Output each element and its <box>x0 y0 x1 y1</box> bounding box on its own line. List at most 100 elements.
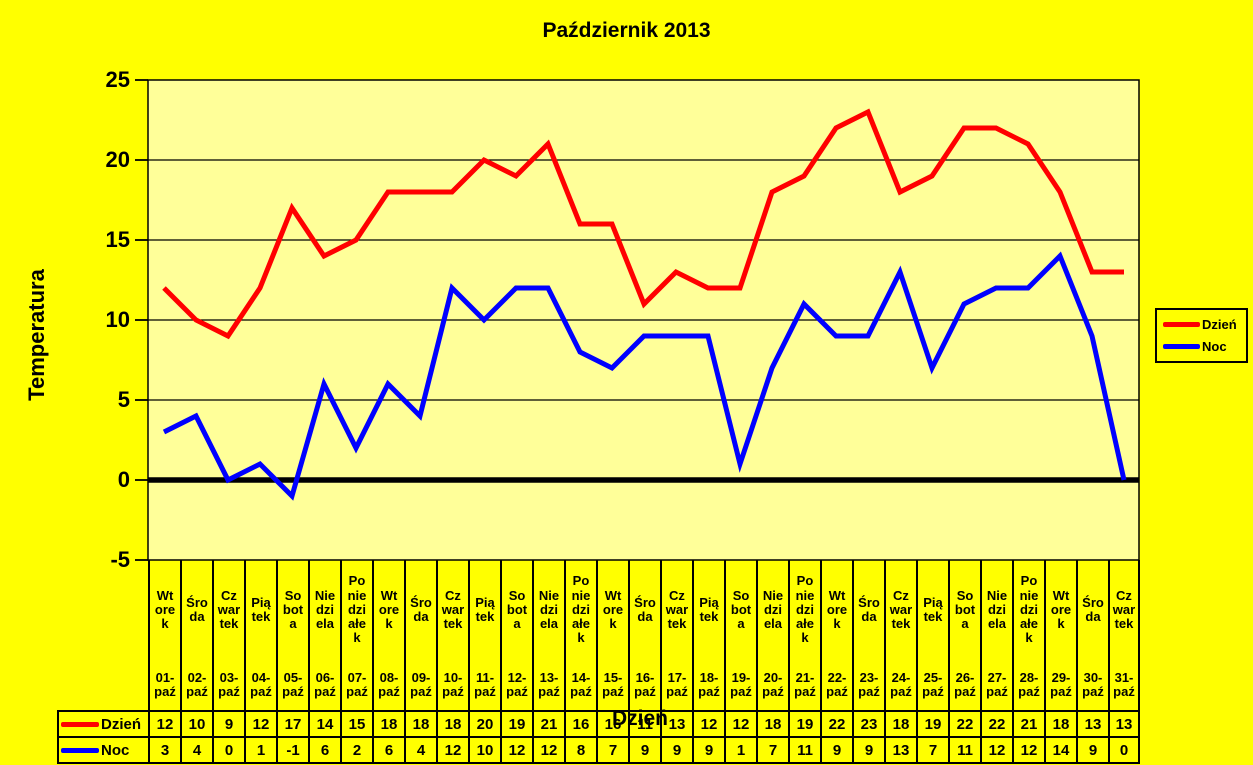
date-cell: 09- paź <box>404 660 436 710</box>
date-header-row: 01- paź 02- paź 03- paź 04- paź 05- paź 06- p… <box>148 660 1140 710</box>
value-cell: 23 <box>852 710 884 736</box>
value-cell: 19 <box>916 710 948 736</box>
value-cell: 12 <box>532 736 564 762</box>
legend: Dzień Noc <box>1155 308 1248 363</box>
weekday-cell: Pią tek <box>692 560 724 660</box>
value-cell: 9 <box>852 736 884 762</box>
value-cell: 10 <box>180 710 212 736</box>
value-cell: 16 <box>564 710 596 736</box>
value-cell: 11 <box>948 736 980 762</box>
value-cell: 11 <box>628 710 660 736</box>
weekday-cell: So bot a <box>724 560 756 660</box>
date-cell: 17- paź <box>660 660 692 710</box>
chart-title: Październik 2013 <box>542 19 711 42</box>
date-cell: 11- paź <box>468 660 500 710</box>
value-cell: 18 <box>404 710 436 736</box>
value-cell: 20 <box>468 710 500 736</box>
date-cell: 25- paź <box>916 660 948 710</box>
date-cell: 04- paź <box>244 660 276 710</box>
weekday-cell: Cz war tek <box>1108 560 1140 660</box>
value-cell: 12 <box>500 736 532 762</box>
date-cell: 29- paź <box>1044 660 1076 710</box>
date-cell: 23- paź <box>852 660 884 710</box>
date-cell: 15- paź <box>596 660 628 710</box>
date-cell: 02- paź <box>180 660 212 710</box>
date-cell: 26- paź <box>948 660 980 710</box>
weekday-cell: So bot a <box>948 560 980 660</box>
legend-label-noc: Noc <box>1202 339 1227 355</box>
value-cell: 7 <box>916 736 948 762</box>
value-cell: 17 <box>276 710 308 736</box>
legend-item-noc: Noc <box>1163 339 1246 354</box>
value-cell: 13 <box>884 736 916 762</box>
value-cell: 9 <box>628 736 660 762</box>
weekday-cell: Pią tek <box>916 560 948 660</box>
value-cell: 18 <box>436 710 468 736</box>
night-series-key-line <box>61 747 99 753</box>
value-cell: 21 <box>532 710 564 736</box>
day-series-key-line <box>61 721 99 727</box>
y-axis-tick-label: -5 <box>110 547 130 572</box>
day-series-line <box>162 108 1124 340</box>
weekday-cell: Po nie dzi ałe k <box>788 560 820 660</box>
weekday-cell: Po nie dzi ałe k <box>1012 560 1044 660</box>
weekday-cell: Śro da <box>404 560 436 660</box>
weekday-cell: Śro da <box>852 560 884 660</box>
y-axis-title: Temperatura <box>24 269 49 401</box>
date-cell: 21- paź <box>788 660 820 710</box>
value-cell: 7 <box>596 736 628 762</box>
value-cell: 18 <box>372 710 404 736</box>
weekday-cell: Wt ore k <box>148 560 180 660</box>
value-cell: 9 <box>820 736 852 762</box>
value-cell: 9 <box>660 736 692 762</box>
weekday-cell: Nie dzi ela <box>308 560 340 660</box>
y-axis-tick-label: 0 <box>117 467 130 492</box>
value-cell: 19 <box>788 710 820 736</box>
weekday-cell: Cz war tek <box>436 560 468 660</box>
value-cell: 12 <box>1012 736 1044 762</box>
weekday-cell: Nie dzi ela <box>756 560 788 660</box>
y-axis-tick-label: 15 <box>105 227 130 252</box>
weekday-cell: Śro da <box>1076 560 1108 660</box>
row-label-cell: Dzień <box>57 710 148 736</box>
value-cell: 12 <box>244 710 276 736</box>
value-cell: 18 <box>1044 710 1076 736</box>
value-cell: 1 <box>724 736 756 762</box>
value-cell: 14 <box>308 710 340 736</box>
weekday-cell: Wt ore k <box>1044 560 1076 660</box>
value-cell: 9 <box>1076 736 1108 762</box>
value-cell: 12 <box>980 736 1012 762</box>
date-cell: 18- paź <box>692 660 724 710</box>
value-cell: 12 <box>724 710 756 736</box>
date-cell: 14- paź <box>564 660 596 710</box>
value-cell: 6 <box>308 736 340 762</box>
day-series-line-sample <box>1163 321 1200 327</box>
date-cell: 31- paź <box>1108 660 1140 710</box>
weekday-cell: Wt ore k <box>372 560 404 660</box>
date-cell: 20- paź <box>756 660 788 710</box>
value-cell: 19 <box>500 710 532 736</box>
value-cell: 6 <box>372 736 404 762</box>
row-label-cell: Noc <box>57 736 148 762</box>
weekday-cell: Śro da <box>628 560 660 660</box>
value-cell: 10 <box>468 736 500 762</box>
value-cell: -1 <box>276 736 308 762</box>
weekday-cell: Wt ore k <box>596 560 628 660</box>
weekday-cell: Śro da <box>180 560 212 660</box>
date-cell: 05- paź <box>276 660 308 710</box>
value-cell: 21 <box>1012 710 1044 736</box>
series-value-rows: Dzień 12 10 9 12 17 14 15 18 18 18 20 19 21 16 16 11 13 12… <box>57 710 1140 764</box>
value-cell: 1 <box>244 736 276 762</box>
value-cell: 3 <box>148 736 180 762</box>
night-series-line-sample <box>1163 344 1200 350</box>
value-cell: 2 <box>340 736 372 762</box>
y-axis-tick-label: 25 <box>105 67 130 92</box>
value-cell: 9 <box>212 710 244 736</box>
value-cell: 18 <box>884 710 916 736</box>
weekday-cell: Nie dzi ela <box>980 560 1012 660</box>
table-row-dzien: Dzień 12 10 9 12 17 14 15 18 18 18 20 19 21 16 16 11 13 12… <box>57 710 1140 736</box>
weekday-cell: Pią tek <box>468 560 500 660</box>
